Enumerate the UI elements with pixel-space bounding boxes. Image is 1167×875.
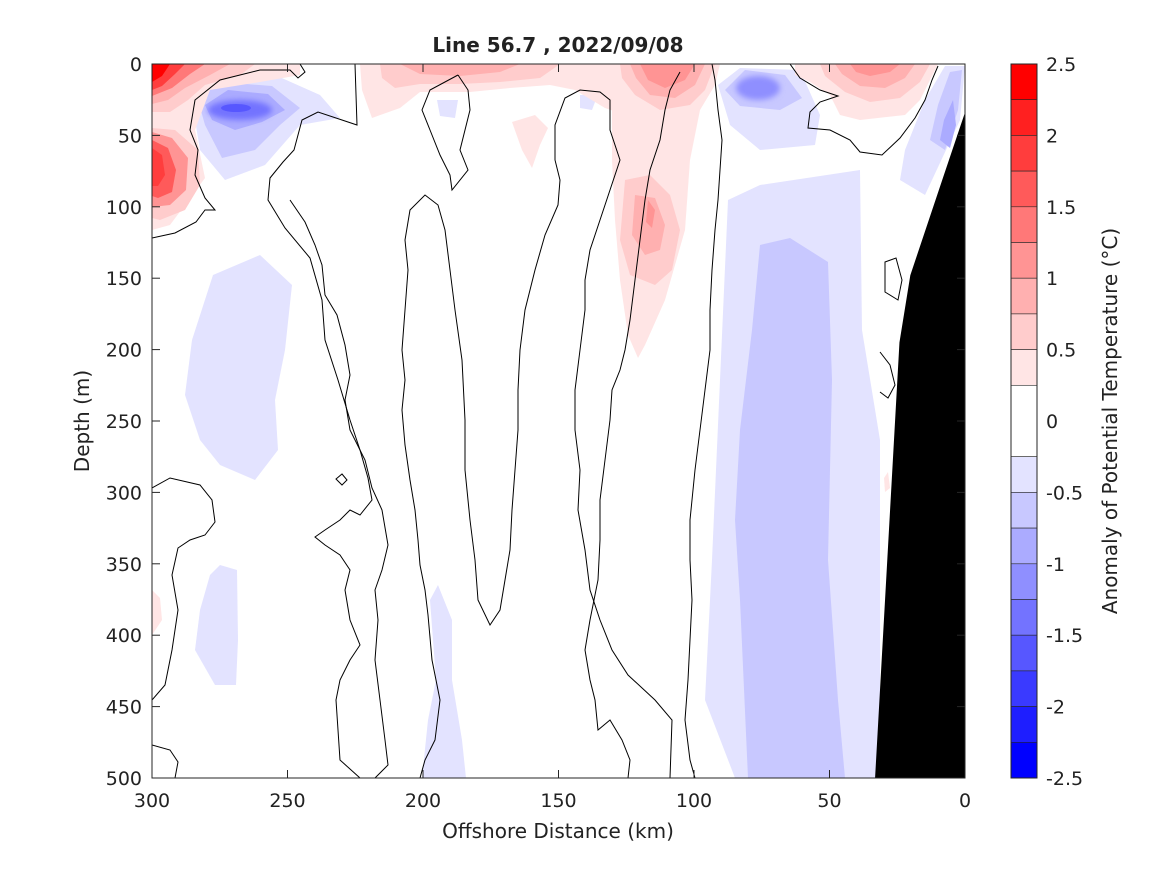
colorbar-level <box>1010 456 1038 493</box>
colorbar-tick-label: -1 <box>1046 554 1065 576</box>
warm-patch-30km-deep <box>884 472 890 492</box>
colorbar-ticks: 2.5 2 1.5 1 0.5 0 -0.5 -1 -1.5 -2 -2.5 <box>1046 54 1083 790</box>
cold-patch-265km <box>185 255 292 480</box>
cold-nearshore-core <box>940 100 956 148</box>
colorbar-level <box>1010 135 1038 172</box>
cold-patch-deep-190km <box>422 585 466 778</box>
colorbar <box>1010 63 1038 779</box>
colorbar-level <box>1010 634 1038 672</box>
y-axis: 0 50 100 150 200 250 300 350 400 450 500 <box>106 54 965 790</box>
colorbar-frame <box>1010 63 1038 779</box>
colorbar-level <box>1010 492 1038 529</box>
contour-column-d <box>684 64 723 778</box>
y-tick-label: 0 <box>130 54 142 76</box>
contour-nearshore-loop <box>884 257 903 301</box>
colorbar-label: Anomaly of Potential Temperature (°C) <box>1098 228 1122 614</box>
contour-island <box>335 473 348 486</box>
contour-column-b <box>421 74 471 192</box>
colorbar-level <box>1010 563 1038 600</box>
y-tick-label: 100 <box>106 197 142 219</box>
warm-patch-155km <box>512 115 548 168</box>
colorbar-level <box>1010 706 1038 743</box>
warm-offshore-surf-core <box>152 64 170 82</box>
contour-column-c <box>584 71 681 778</box>
contour-30km-warm <box>789 64 939 156</box>
warm-surface-mid-core <box>400 64 520 76</box>
y-tick-label: 300 <box>106 482 142 504</box>
colorbar-level <box>1010 670 1038 707</box>
x-axis-label: Offshore Distance (km) <box>442 819 674 843</box>
colorbar-level <box>1010 349 1038 386</box>
x-tick-label: 100 <box>676 790 712 812</box>
cold-75km-core <box>736 76 780 100</box>
colorbar-level <box>1010 277 1038 315</box>
cold-270km-center <box>221 104 251 112</box>
colorbar-level <box>1010 206 1038 243</box>
chart-title: Line 56.7 , 2022/09/08 <box>432 33 683 57</box>
colorbar-tick-label: 2.5 <box>1046 54 1076 76</box>
cold-band-inner <box>735 238 845 778</box>
anomaly-field <box>152 64 965 778</box>
y-tick-label: 50 <box>118 125 142 147</box>
warm-column-113km-core <box>646 200 655 228</box>
colorbar-tick-label: -2 <box>1046 697 1065 719</box>
warm-offshore-50m-core <box>152 148 165 186</box>
cold-nearshore-inner <box>930 70 962 150</box>
y-tick-label: 150 <box>106 268 142 290</box>
colorbar-level <box>1010 741 1038 779</box>
contour-west-strip <box>267 64 373 778</box>
colorbar-tick-label: -2.5 <box>1046 768 1083 790</box>
contour-nearshore-deep <box>879 351 896 399</box>
warm-30km-core <box>850 64 900 76</box>
y-tick-label: 250 <box>106 411 142 433</box>
x-tick-label: 200 <box>405 790 441 812</box>
colorbar-tick-label: 2 <box>1046 125 1058 147</box>
colorbar-tick-label: 1.5 <box>1046 197 1076 219</box>
contour-column-a <box>401 89 673 778</box>
warm-offshore-deep <box>152 590 162 635</box>
colorbar-level <box>1010 313 1038 350</box>
x-tick-label: 50 <box>817 790 841 812</box>
colorbar-level <box>1010 63 1038 101</box>
y-axis-label: Depth (m) <box>70 370 94 472</box>
colorbar-level <box>1010 99 1038 136</box>
x-axis: 300 250 200 150 100 50 0 <box>134 64 971 812</box>
cold-patch-small-187km <box>437 100 458 118</box>
colorbar-level <box>1010 384 1038 457</box>
cold-patch-deep-260km <box>195 565 238 685</box>
colorbar-level <box>1010 527 1038 565</box>
colorbar-level <box>1010 170 1038 208</box>
warm-surface-108km-core <box>640 64 695 88</box>
y-tick-label: 500 <box>106 768 142 790</box>
y-tick-label: 200 <box>106 340 142 362</box>
contour-offshore-deep <box>152 477 216 701</box>
contour-column-mid <box>289 199 389 778</box>
y-tick-label: 400 <box>106 625 142 647</box>
contour-offshore-bottom <box>152 744 179 778</box>
zero-contours <box>152 64 939 778</box>
bathymetry-seafloor <box>875 113 965 778</box>
colorbar-tick-label: -1.5 <box>1046 625 1083 647</box>
x-tick-label: 300 <box>134 790 170 812</box>
colorbar-tick-label: 0 <box>1046 411 1058 433</box>
y-tick-label: 450 <box>106 697 142 719</box>
x-tick-label: 250 <box>269 790 305 812</box>
contour-offshore-top <box>152 64 306 239</box>
x-tick-label: 150 <box>540 790 576 812</box>
colorbar-tick-label: 0.5 <box>1046 340 1076 362</box>
x-tick-label: 0 <box>959 790 971 812</box>
colorbar-tick-label: -0.5 <box>1046 482 1083 504</box>
colorbar-level <box>1010 242 1038 279</box>
colorbar-tick-label: 1 <box>1046 268 1058 290</box>
y-tick-label: 350 <box>106 554 142 576</box>
colorbar-level <box>1010 599 1038 636</box>
